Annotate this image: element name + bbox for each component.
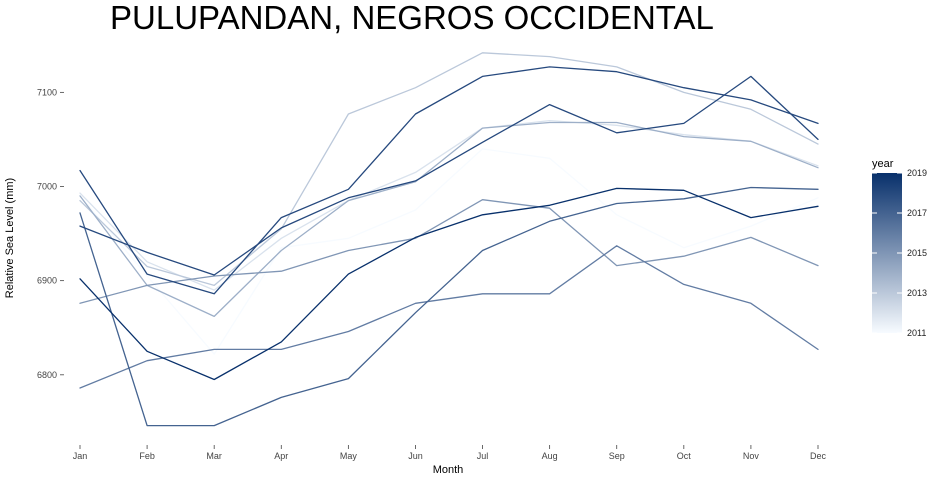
- x-axis: Jan Feb Mar Apr May Jun Jul Aug Sep Oct Nov Dec: [73, 445, 827, 461]
- y-tick-label: 7000: [37, 182, 57, 192]
- x-tick-label: Jan: [73, 451, 88, 461]
- legend-tick-label: 2019: [907, 168, 927, 178]
- plot-area: [79, 52, 819, 427]
- y-axis: 6800 6900 7000 7100: [37, 87, 64, 380]
- x-tick-label: Jul: [477, 451, 489, 461]
- legend-tick-label: 2015: [907, 248, 927, 258]
- series-line-2011: [79, 148, 819, 355]
- x-tick-label: Mar: [206, 451, 222, 461]
- x-tick-label: Nov: [743, 451, 760, 461]
- chart-title: PULUPANDAN, NEGROS OCCIDENTAL: [110, 0, 714, 36]
- series-line-2012: [79, 119, 819, 291]
- legend-tick-label: 2017: [907, 208, 927, 218]
- series-line-2017: [79, 186, 819, 427]
- series-line-2019: [79, 187, 819, 381]
- x-tick-label: Dec: [810, 451, 827, 461]
- x-tick-label: Jun: [408, 451, 423, 461]
- series-line-2015: [79, 199, 819, 304]
- x-tick-label: Sep: [609, 451, 625, 461]
- y-axis-title: Relative Sea Level (mm): [4, 178, 16, 298]
- y-tick-label: 6900: [37, 276, 57, 286]
- x-tick-label: Apr: [274, 451, 288, 461]
- legend-tick-label: 2011: [907, 328, 926, 338]
- x-tick-label: Aug: [542, 451, 558, 461]
- x-tick-label: May: [340, 451, 358, 461]
- y-tick-label: 7100: [37, 87, 57, 97]
- x-axis-title: Month: [433, 464, 464, 476]
- series-line-2018: [79, 75, 819, 276]
- series-line-2013: [79, 52, 819, 287]
- legend-tick-label: 2013: [907, 288, 927, 298]
- series-line-2016: [79, 245, 819, 389]
- series-line-2018: [79, 66, 819, 295]
- x-tick-label: Feb: [139, 451, 155, 461]
- legend: year 2011 2013 2015 2017 2019: [872, 158, 927, 338]
- legend-title: year: [872, 158, 894, 170]
- x-tick-label: Oct: [677, 451, 692, 461]
- series-line-2014: [79, 121, 819, 318]
- y-tick-label: 6800: [37, 370, 57, 380]
